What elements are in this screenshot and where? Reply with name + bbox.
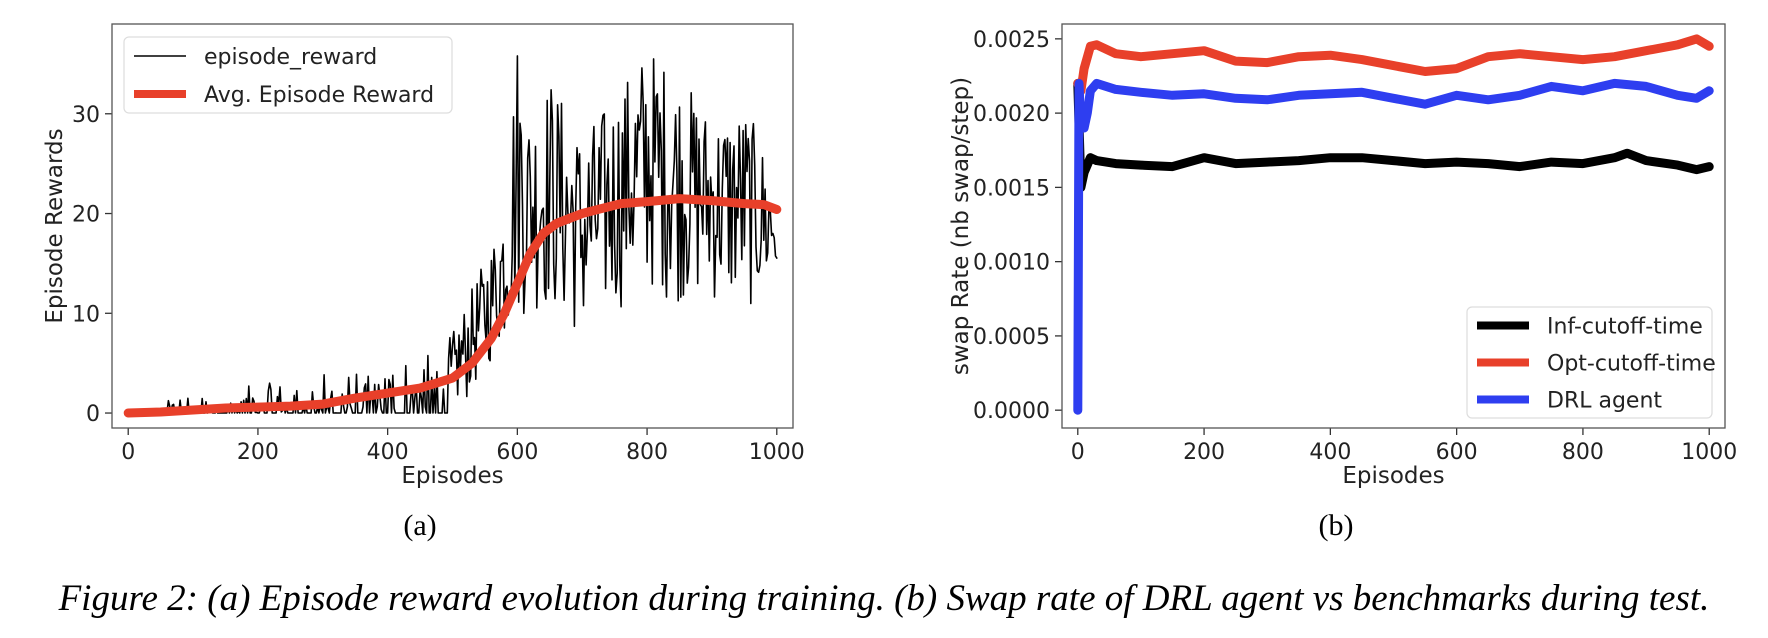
y-tick-label: 10 [72, 302, 100, 327]
legend-label: Inf-cutoff-time [1547, 315, 1703, 340]
y-axis-label: swap Rate (nb swap/step) [948, 77, 974, 375]
caption-prefix: Figure 2 [58, 578, 186, 619]
subfigure-label: (a) [403, 509, 436, 542]
axes-frame [111, 23, 794, 429]
legend-label: Avg. Episode Reward [204, 83, 434, 108]
figure-caption: Figure 2: (a) Episode reward evolution d… [0, 577, 1768, 620]
y-tick-label: 0.0020 [973, 102, 1050, 127]
y-tick-label: 0.0005 [973, 325, 1050, 350]
figure: 0 200 400 600 800 1000 0 10 20 30 Episodes Episode … [42, 23, 1737, 542]
chart-a: 0 200 400 600 800 1000 0 10 20 30 Episodes Episode … [42, 23, 805, 542]
x-axis-label: Episodes [401, 463, 503, 489]
plot-area [123, 55, 782, 418]
legend-label: DRL agent [1547, 389, 1662, 414]
y-tick-label: 0.0015 [973, 176, 1050, 201]
y-tick-label: 0.0025 [973, 28, 1050, 53]
legend-box [1466, 306, 1713, 419]
x-tick-label: 400 [367, 440, 409, 465]
legend-label: episode_reward [204, 45, 377, 70]
axes-frame [1061, 23, 1726, 429]
x-tick-label: 1000 [749, 440, 805, 465]
series-line-1 [123, 194, 782, 418]
x-axis-label: Episodes [1342, 463, 1444, 489]
chart-b: 0 200 400 600 800 1000 0.0000 0.0005 0.0010 0.001… [948, 23, 1737, 542]
series-line-1 [1073, 34, 1714, 96]
x-tick-label: 800 [1562, 440, 1604, 465]
x-tick-label: 1000 [1681, 440, 1737, 465]
x-tick-label: 400 [1309, 440, 1351, 465]
series-line-0 [1073, 78, 1714, 192]
caption-text: : (a) Episode reward evolution during tr… [185, 578, 1710, 619]
legend-box [123, 36, 453, 114]
x-tick-label: 600 [496, 440, 538, 465]
x-tick-label: 800 [626, 440, 668, 465]
x-tick-label: 200 [237, 440, 279, 465]
subfigure-label: (b) [1319, 509, 1354, 542]
y-tick-label: 30 [72, 103, 100, 128]
y-tick-label: 20 [72, 203, 100, 228]
plot-area [1073, 34, 1714, 415]
y-tick-label: 0.0000 [973, 399, 1050, 424]
series-line-2 [1073, 78, 1714, 415]
x-tick-label: 200 [1183, 440, 1225, 465]
y-tick-label: 0 [86, 402, 100, 427]
y-tick-label: 0.0010 [973, 251, 1050, 276]
x-tick-label: 0 [1071, 440, 1085, 465]
x-tick-label: 600 [1436, 440, 1478, 465]
y-axis-label: Episode Rewards [42, 128, 68, 323]
x-tick-label: 0 [121, 440, 135, 465]
legend-label: Opt-cutoff-time [1547, 352, 1716, 377]
